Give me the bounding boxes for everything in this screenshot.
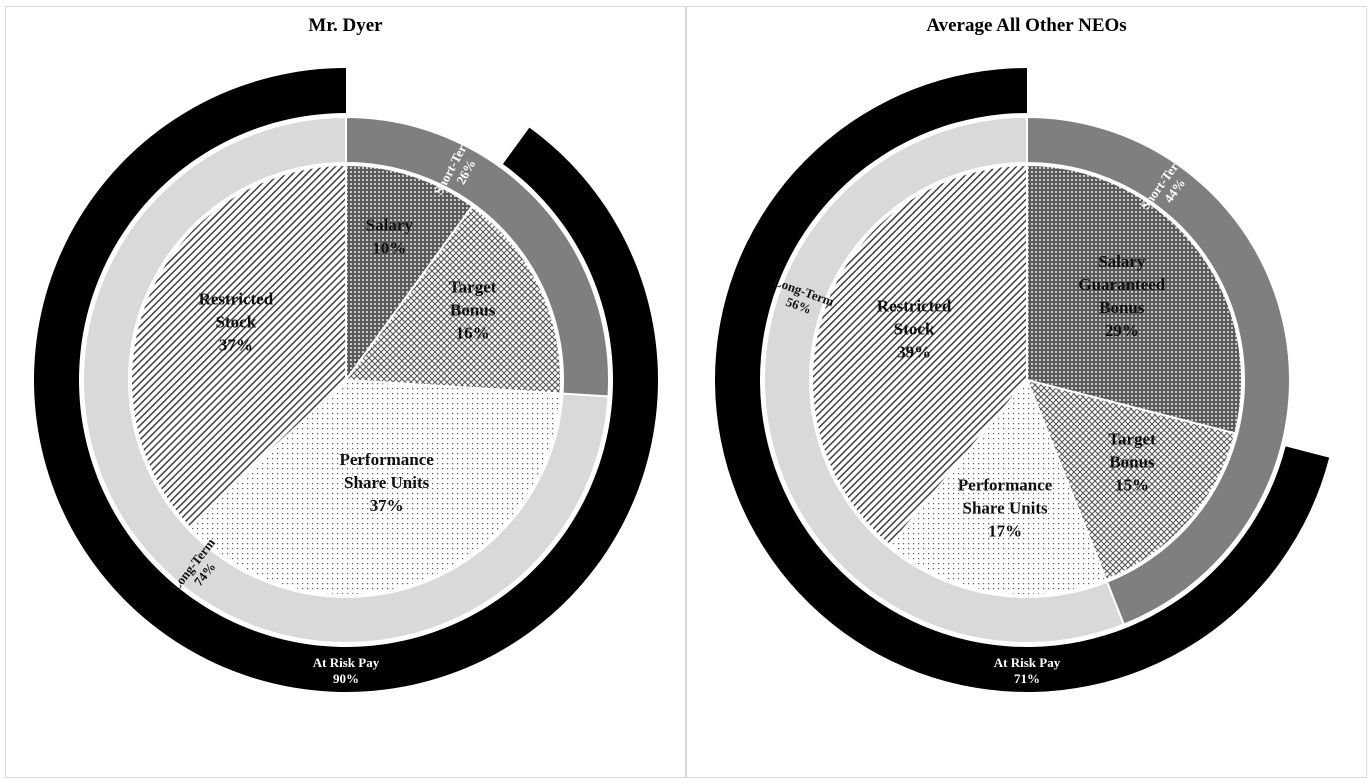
- pie-slice-2: [187, 378, 562, 596]
- slice-label-1: Target Bonus 15%: [1108, 430, 1156, 495]
- chart-panel-average-other-neos: Average All Other NEOs Salary Guaranteed B…: [686, 6, 1367, 778]
- slice-label-3: Restricted Stock 39%: [877, 296, 952, 361]
- slice-label-3: Restricted Stock 37%: [199, 289, 274, 354]
- at-risk-label: At Risk Pay 71%: [994, 655, 1061, 686]
- pie-chart-average-other-neos: Salary Guaranteed Bonus 29% Target Bonus 15% Pe…: [715, 68, 1330, 692]
- slice-label-2: Performance Share Units 37%: [339, 450, 434, 515]
- slice-label-0: Salary 10%: [366, 215, 414, 257]
- ring-segment-long-term: [82, 115, 610, 644]
- chart-title: Average All Other NEOs: [926, 15, 1127, 36]
- slice-label-1: Target Bonus 16%: [449, 277, 497, 342]
- pie-slice-0: [1026, 163, 1243, 435]
- slice-label-0: Salary Guaranteed Bonus 29%: [1078, 252, 1165, 340]
- pie-slice-3: [811, 163, 1028, 548]
- at-risk-label: At Risk Pay 90%: [313, 655, 380, 686]
- pie-slice-1: [344, 204, 562, 395]
- pie-slice-3: [130, 163, 347, 529]
- chart-title: Mr. Dyer: [308, 15, 383, 36]
- pie-slice-0: [345, 163, 474, 384]
- slice-label-2: Performance Share Units 17%: [958, 475, 1053, 540]
- chart-panel-mr-dyer: Mr. Dyer Salary 10% Target Bonus 16% Performa…: [5, 6, 686, 778]
- pie-chart-mr-dyer: Salary 10% Target Bonus 16% Performance Share …: [33, 68, 658, 692]
- ring-segment-short-term: [1026, 115, 1291, 626]
- pie-slice-2: [888, 378, 1108, 596]
- pie-slice-1: [1025, 378, 1237, 582]
- ring-segment-long-term: [763, 115, 1126, 644]
